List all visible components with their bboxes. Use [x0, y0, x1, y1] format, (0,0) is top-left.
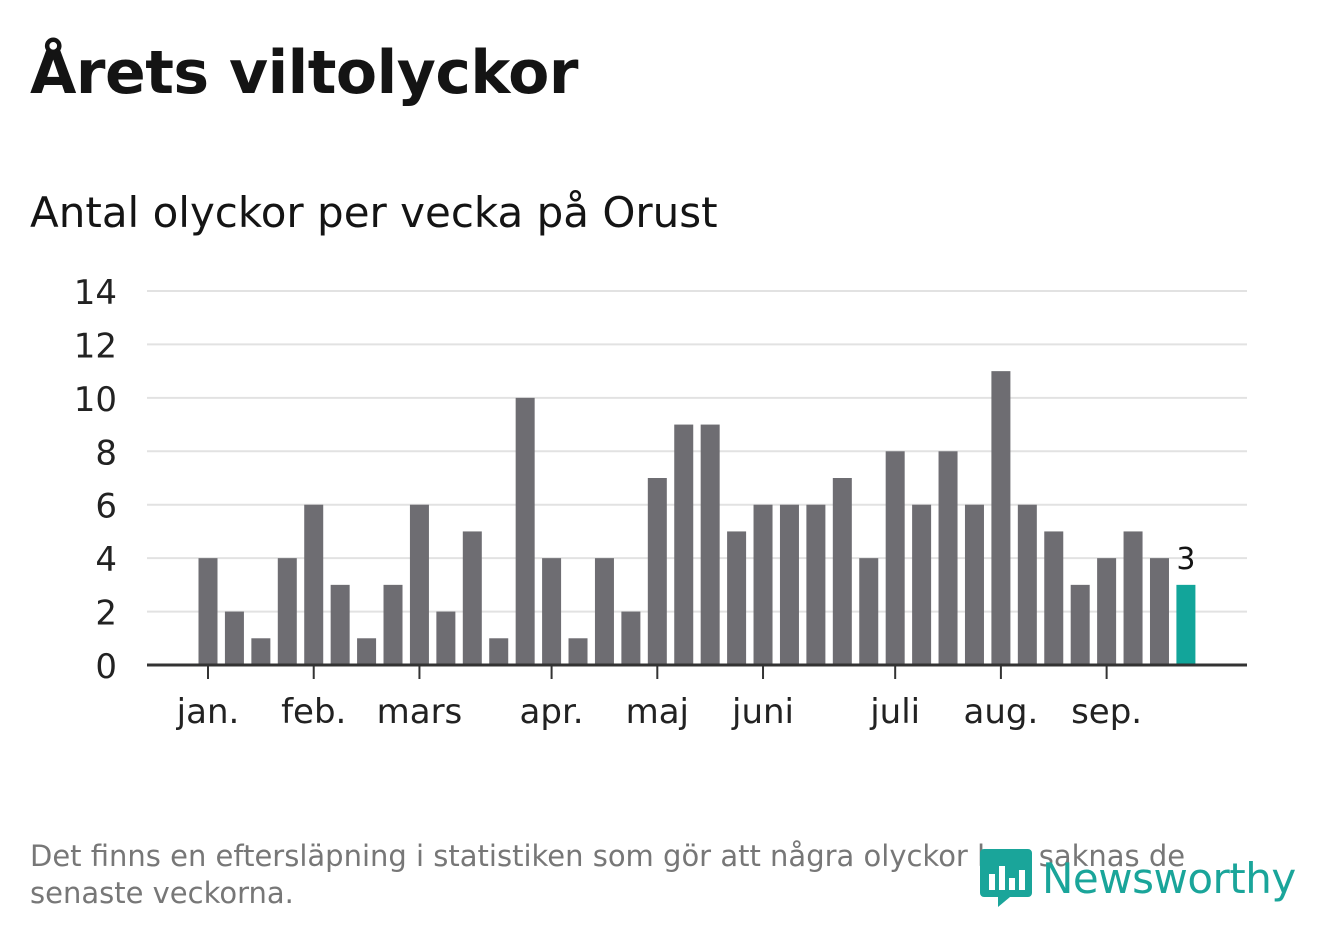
- bar: [198, 558, 218, 665]
- x-tick-label: feb.: [281, 692, 346, 732]
- bar: [436, 611, 456, 665]
- bar: [489, 638, 509, 665]
- bar: [357, 638, 377, 665]
- bar: [674, 424, 694, 665]
- bar: [885, 451, 905, 665]
- bar: [224, 611, 244, 665]
- x-tick-label: aug.: [964, 692, 1039, 732]
- bar: [700, 424, 720, 665]
- bar: [594, 558, 614, 665]
- bar: [383, 584, 403, 665]
- x-tick-label: mars: [377, 692, 463, 732]
- newsworthy-logo: Newsworthy: [980, 848, 1296, 908]
- bar: [1123, 531, 1143, 665]
- bar: [568, 638, 588, 665]
- x-tick-label: jan.: [176, 692, 240, 732]
- y-tick-label: 8: [95, 433, 117, 473]
- highlight-bar: [1176, 584, 1196, 665]
- bar: [277, 558, 297, 665]
- bar: [991, 371, 1011, 665]
- bar: [1017, 504, 1037, 665]
- chart-title: Årets viltolyckor: [30, 38, 579, 108]
- y-tick-label: 14: [74, 273, 117, 313]
- bar: [251, 638, 271, 665]
- bar: [806, 504, 826, 665]
- bar: [1044, 531, 1064, 665]
- chart-subtitle: Antal olyckor per vecka på Orust: [30, 188, 718, 237]
- newsworthy-logo-text: Newsworthy: [1042, 853, 1296, 903]
- bar: [647, 478, 667, 665]
- highlight-value-label: 3: [1176, 542, 1195, 577]
- y-tick-label: 4: [95, 540, 117, 580]
- x-tick-label: juni: [731, 692, 794, 732]
- bar: [542, 558, 562, 665]
- bar: [832, 478, 852, 665]
- bar: [304, 504, 324, 665]
- bar: [964, 504, 984, 665]
- bar: [621, 611, 641, 665]
- y-tick-label: 10: [74, 380, 117, 420]
- bar: [1070, 584, 1090, 665]
- bar: [462, 531, 482, 665]
- bar: [515, 397, 535, 665]
- y-tick-label: 12: [74, 326, 117, 366]
- y-tick-label: 6: [95, 487, 117, 527]
- y-tick-label: 2: [95, 594, 117, 634]
- newsworthy-chart-bubble-icon: [980, 849, 1032, 907]
- bar: [859, 558, 879, 665]
- x-tick-label: sep.: [1071, 692, 1142, 732]
- y-tick-label: 0: [95, 647, 117, 687]
- bar: [753, 504, 773, 665]
- bar: [779, 504, 799, 665]
- x-tick-label: apr.: [520, 692, 584, 732]
- x-tick-label: maj: [626, 692, 689, 732]
- x-tick-label: juli: [869, 692, 920, 732]
- bar: [1097, 558, 1117, 665]
- bar: [1149, 558, 1169, 665]
- bar: [727, 531, 747, 665]
- bar: [938, 451, 958, 665]
- bar: [409, 504, 429, 665]
- bar: [330, 584, 350, 665]
- bar: [912, 504, 932, 665]
